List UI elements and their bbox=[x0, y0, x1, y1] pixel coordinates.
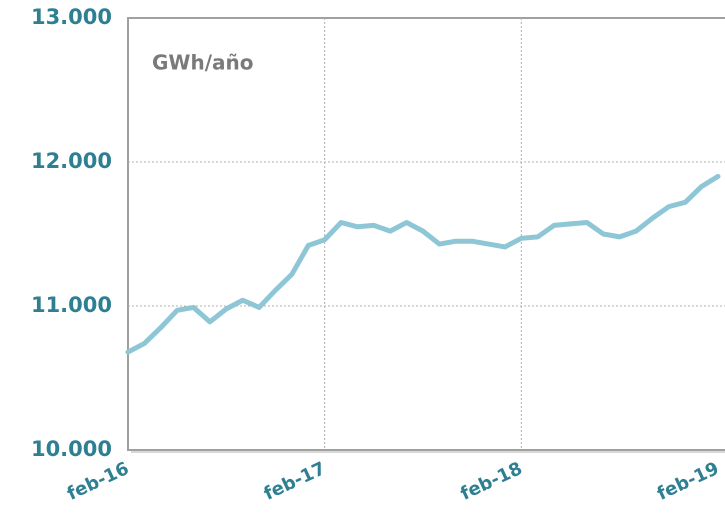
x-tick-label: feb-18 bbox=[457, 458, 525, 505]
x-tick-label: feb-19 bbox=[654, 458, 722, 505]
unit-annotation: GWh/año bbox=[152, 51, 254, 75]
y-tick-label: 10.000 bbox=[31, 437, 112, 461]
x-tick-label: feb-16 bbox=[64, 458, 132, 505]
y-tick-label: 12.000 bbox=[31, 149, 112, 173]
x-tick-label: feb-17 bbox=[261, 458, 329, 505]
y-tick-label: 13.000 bbox=[31, 5, 112, 29]
data-line bbox=[125, 173, 721, 355]
y-tick-label: 11.000 bbox=[31, 293, 112, 317]
